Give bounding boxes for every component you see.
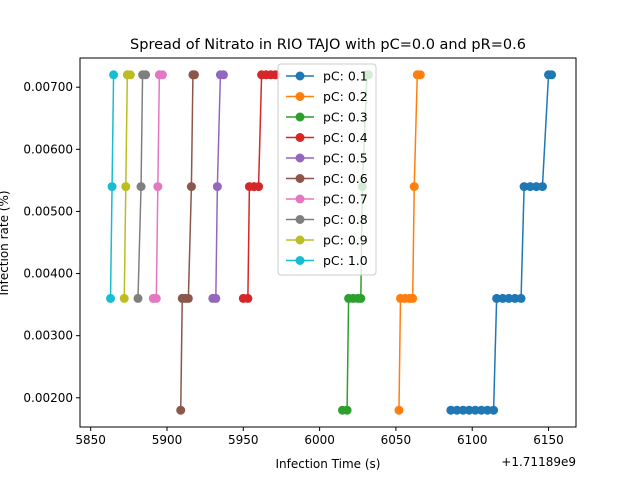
legend-label: pC: 0.2	[323, 89, 368, 104]
data-point	[537, 182, 547, 192]
data-point	[141, 70, 151, 80]
legend-marker	[295, 174, 305, 183]
y-tick-label: 0.00200	[23, 391, 73, 405]
data-point	[356, 293, 366, 303]
x-axis-label: Infection Time (s)	[276, 457, 381, 471]
legend-label: pC: 0.6	[323, 171, 368, 186]
data-point	[109, 70, 119, 80]
series-pc-0-1	[446, 70, 557, 415]
legend-entry: pC: 0.3	[286, 110, 368, 125]
x-offset-label: +1.71189e9	[501, 455, 576, 469]
series-pc-0-8	[133, 70, 151, 303]
data-point	[243, 293, 253, 303]
x-tick-label: 6000	[304, 433, 335, 447]
data-point	[211, 293, 221, 303]
data-point	[218, 70, 228, 80]
legend-label: pC: 0.5	[323, 151, 368, 166]
legend-entry: pC: 0.4	[286, 130, 368, 145]
data-point	[212, 182, 222, 192]
data-point	[415, 70, 425, 80]
data-point	[254, 182, 264, 192]
legend-label: pC: 0.3	[323, 110, 368, 125]
legend-label: pC: 0.9	[323, 233, 368, 248]
x-tick-label: 6150	[533, 433, 564, 447]
legend-label: pC: 0.1	[323, 69, 368, 84]
data-point	[119, 293, 129, 303]
data-point	[409, 182, 419, 192]
legend-marker	[295, 92, 305, 101]
legend-marker	[295, 71, 305, 81]
series-line	[179, 74, 195, 411]
y-tick-label: 0.00600	[23, 142, 73, 156]
plot-frame	[79, 57, 577, 428]
data-point	[106, 293, 116, 303]
x-tick-label: 6050	[381, 433, 412, 447]
legend: pC: 0.1 pC: 0.2 pC: 0.3 pC: 0.4 pC: 0.5 pC: 0…	[277, 63, 377, 276]
y-axis: 0.00200 0.00300 0.00400 0.00500 0.00600 0.007…	[23, 80, 80, 405]
y-tick-label: 0.00700	[23, 80, 73, 94]
data-point	[151, 293, 161, 303]
legend-entry: pC: 0.9	[286, 233, 368, 248]
data-point	[136, 182, 146, 192]
x-axis: 5850 5900 5950 6000 6050 6100 6150	[75, 427, 564, 447]
legend-entry: pC: 0.8	[286, 212, 368, 227]
legend-label: pC: 1.0	[323, 253, 368, 268]
data-point	[176, 405, 186, 415]
y-axis-label: Infection rate (%)	[0, 190, 11, 295]
data-point	[342, 405, 352, 415]
series-pc-0-9	[119, 70, 135, 303]
legend-marker	[295, 133, 305, 142]
series-pc-0-5	[208, 70, 228, 303]
legend-marker	[295, 215, 305, 224]
data-point	[157, 70, 167, 80]
series-pc-0-7	[148, 70, 167, 303]
legend-label: pC: 0.7	[323, 192, 368, 207]
y-tick-label: 0.00400	[23, 267, 73, 281]
legend-entry: pC: 1.0	[286, 253, 368, 268]
y-tick-label: 0.00300	[23, 329, 73, 343]
data-point	[153, 182, 163, 192]
legend-marker	[295, 256, 305, 265]
data-point	[394, 405, 404, 415]
x-tick-label: 5900	[152, 433, 183, 447]
legend-entry: pC: 0.1	[286, 69, 368, 84]
series-pc-0-4	[238, 70, 280, 303]
legend-marker	[295, 112, 305, 122]
legend-label: pC: 0.8	[323, 212, 368, 227]
legend-marker	[295, 153, 305, 163]
data-point	[121, 182, 131, 192]
data-point	[489, 405, 499, 415]
data-point	[133, 293, 143, 303]
data-point	[547, 70, 557, 80]
series-line	[398, 74, 421, 411]
data-point	[125, 70, 135, 80]
legend-entry: pC: 0.6	[286, 171, 368, 186]
data-point	[107, 182, 117, 192]
legend-entry: pC: 0.5	[286, 151, 368, 166]
data-point	[189, 70, 199, 80]
series-pc-0-2	[394, 70, 425, 415]
series-pc-1-0	[106, 70, 119, 303]
series-pc-0-6	[176, 70, 199, 415]
data-point	[186, 182, 196, 192]
x-tick-label: 6100	[457, 433, 488, 447]
legend-marker	[295, 194, 305, 204]
data-point	[408, 293, 418, 303]
x-tick-label: 5950	[228, 433, 259, 447]
series-line	[450, 74, 552, 411]
x-tick-label: 5850	[75, 433, 106, 447]
legend-entry: pC: 0.2	[286, 89, 368, 104]
legend-marker	[295, 235, 305, 245]
chart-title: Spread of Nitrato in RIO TAJO with pC=0.…	[130, 37, 526, 53]
data-point	[183, 293, 193, 303]
legend-label: pC: 0.4	[323, 130, 368, 145]
y-tick-label: 0.00500	[23, 204, 73, 218]
data-point	[516, 293, 526, 303]
legend-entry: pC: 0.7	[286, 192, 368, 207]
